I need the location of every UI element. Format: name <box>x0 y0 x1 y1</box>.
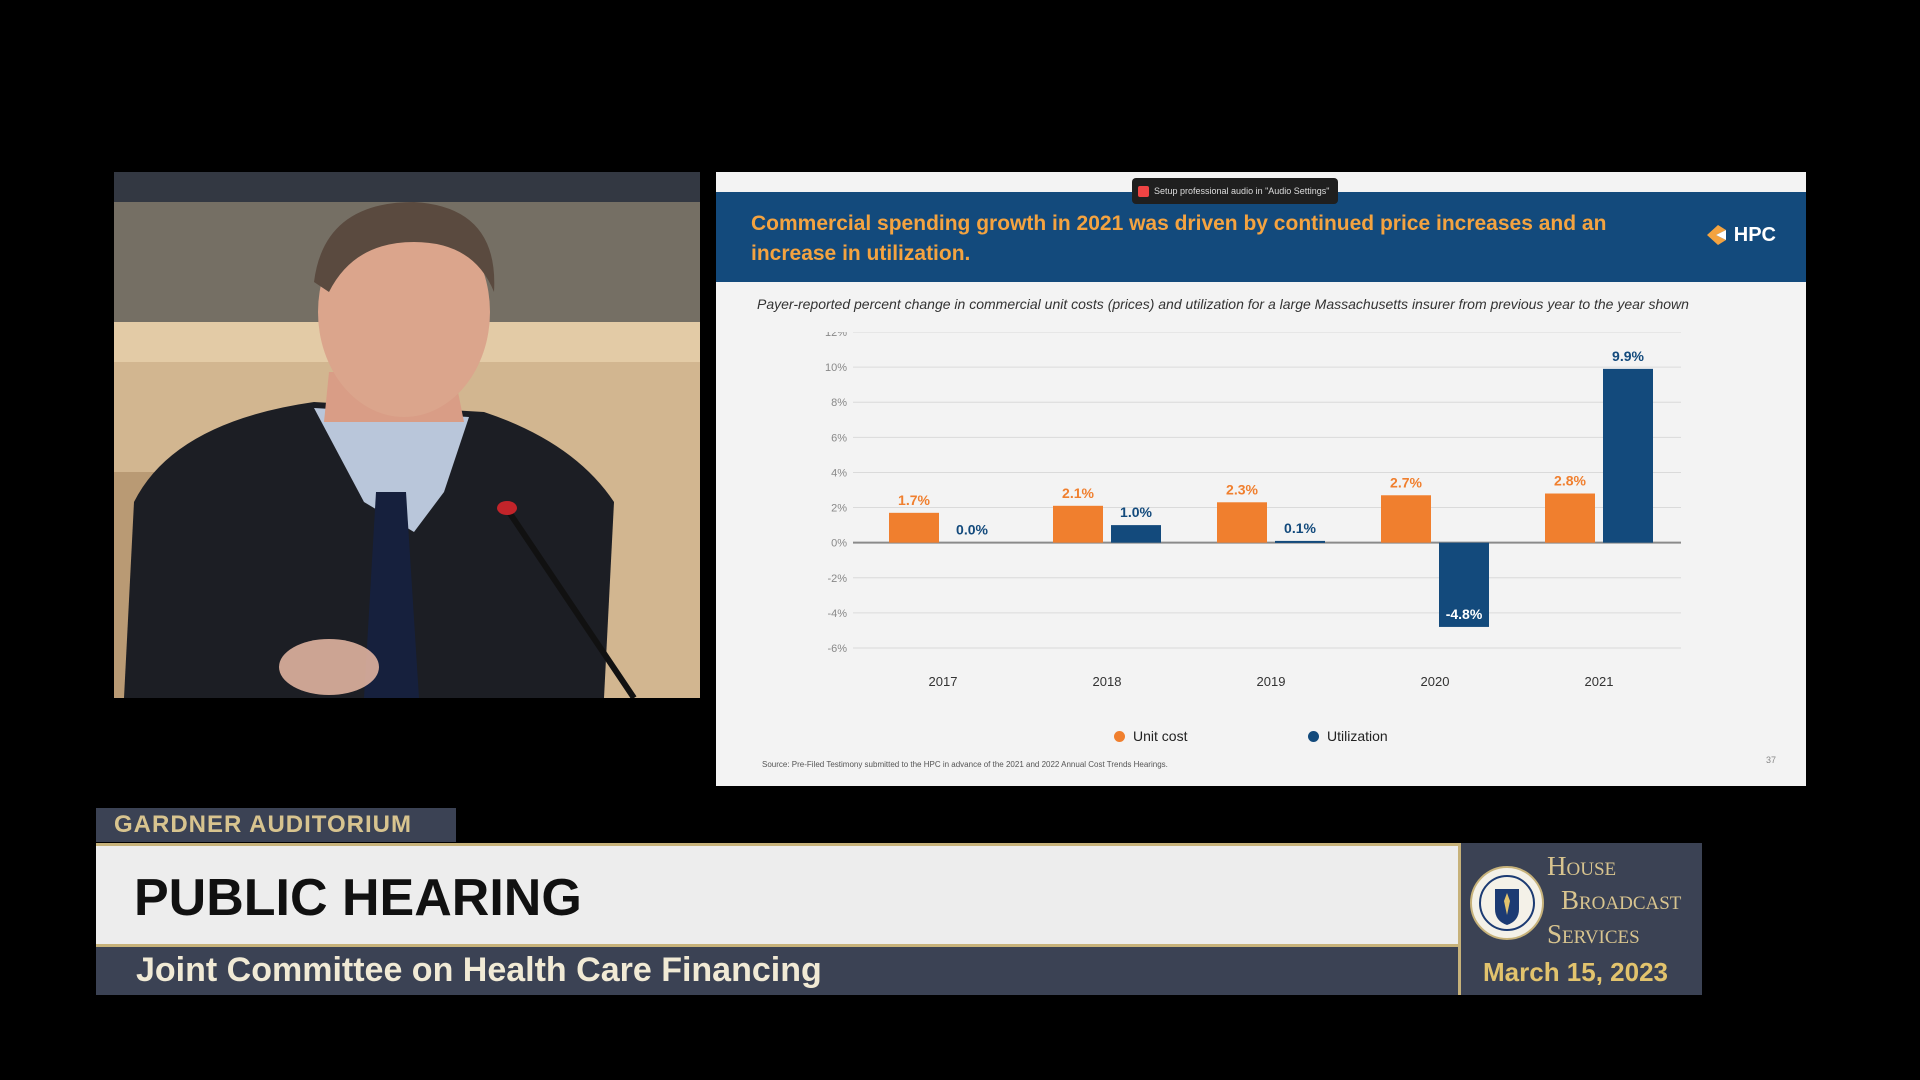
event-title: PUBLIC HEARING <box>134 869 582 927</box>
x-tick-label: 2020 <box>1421 674 1450 689</box>
slide-title-banner: Commercial spending growth in 2021 was d… <box>716 192 1806 282</box>
data-label: 2.1% <box>1062 485 1094 501</box>
source-footnote: Source: Pre-Filed Testimony submitted to… <box>762 760 1168 769</box>
y-tick-label: 4% <box>831 467 847 479</box>
bar-chart: 12% 10% 8% 6% 4% 2% 0% -2% -4% -6% 2017 1.7% 0.0% 201… <box>825 332 1681 689</box>
presentation-slide: Commercial spending growth in 2021 was d… <box>716 172 1806 786</box>
data-label: 1.7% <box>898 492 930 508</box>
event-date: March 15, 2023 <box>1483 957 1669 987</box>
location-label: GARDNER AUDITORIUM <box>96 808 456 842</box>
bar-unit-cost-2017 <box>889 512 939 543</box>
y-tick-label: 10% <box>825 362 847 374</box>
hpc-logo-text: HPC <box>1733 223 1776 246</box>
x-tick-label: 2021 <box>1585 674 1614 689</box>
data-label: 9.9% <box>1612 348 1644 364</box>
y-tick-label: -6% <box>827 643 847 655</box>
hpc-logo: HPC <box>1704 222 1776 248</box>
x-tick-label: 2018 <box>1093 674 1122 689</box>
legend-dot-unit-cost <box>1114 730 1125 742</box>
x-tick-label: 2017 <box>929 674 958 689</box>
committee-bar: Joint Committee on Health Care Financing <box>96 947 1458 995</box>
bar-utilization-2018 <box>1111 525 1161 543</box>
zoom-audio-notification-text: Setup professional audio in "Audio Setti… <box>1154 186 1330 196</box>
y-tick-label: 2% <box>831 503 847 515</box>
chart-legend: Unit cost Utilization <box>716 728 1806 748</box>
y-tick-label: -2% <box>827 573 847 585</box>
data-label: 2.7% <box>1390 474 1422 490</box>
y-tick-label: 8% <box>831 397 847 409</box>
network-name-line1: House <box>1547 851 1617 881</box>
legend-label-unit-cost: Unit cost <box>1133 728 1188 744</box>
bar-unit-cost-2018 <box>1053 505 1103 543</box>
slide-page-number: 37 <box>1765 755 1776 765</box>
notification-icon <box>1138 185 1149 197</box>
network-name-line2: Broadcast <box>1561 885 1682 915</box>
legend-item-utilization: Utilization <box>1308 728 1388 744</box>
bar-unit-cost-2020 <box>1381 495 1431 543</box>
bar-utilization-2019 <box>1275 540 1325 543</box>
bar-utilization-2021 <box>1603 368 1653 543</box>
y-tick-label: 12% <box>825 332 847 339</box>
data-label: 2.3% <box>1226 481 1258 497</box>
network-name-line3: Services <box>1547 919 1640 949</box>
bar-utilization-2020 <box>1439 542 1489 627</box>
bar-unit-cost-2021 <box>1545 493 1595 543</box>
committee-name: Joint Committee on Health Care Financing <box>136 951 822 989</box>
state-seal-icon <box>1470 866 1544 940</box>
legend-label-utilization: Utilization <box>1327 728 1388 744</box>
legend-item-unit-cost: Unit cost <box>1114 728 1187 744</box>
house-broadcast-services-logo: House Broadcast Services March 15, 2023 <box>1458 843 1702 995</box>
y-tick-label: 0% <box>831 538 847 550</box>
y-tick-label: -4% <box>827 608 847 620</box>
legend-dot-utilization <box>1308 730 1319 742</box>
bar-unit-cost-2019 <box>1217 502 1267 543</box>
slide-title: Commercial spending growth in 2021 was d… <box>751 212 1607 265</box>
y-tick-label: 6% <box>831 432 847 444</box>
speaker-video-image <box>114 172 700 698</box>
network-name: House Broadcast Services <box>1547 849 1703 951</box>
speaker-video-feed <box>114 172 700 698</box>
data-label: -4.8% <box>1446 606 1483 622</box>
data-label: 0.1% <box>1284 520 1316 536</box>
chart-subtitle: Payer-reported percent change in commerc… <box>757 296 1689 312</box>
data-label: 0.0% <box>956 522 988 538</box>
data-label: 1.0% <box>1120 504 1152 520</box>
event-title-bar: PUBLIC HEARING <box>96 843 1458 947</box>
x-tick-label: 2019 <box>1257 674 1286 689</box>
hpc-logo-icon <box>1706 225 1726 245</box>
zoom-audio-notification[interactable]: Setup professional audio in "Audio Setti… <box>1132 178 1338 204</box>
data-label: 2.8% <box>1554 473 1586 489</box>
